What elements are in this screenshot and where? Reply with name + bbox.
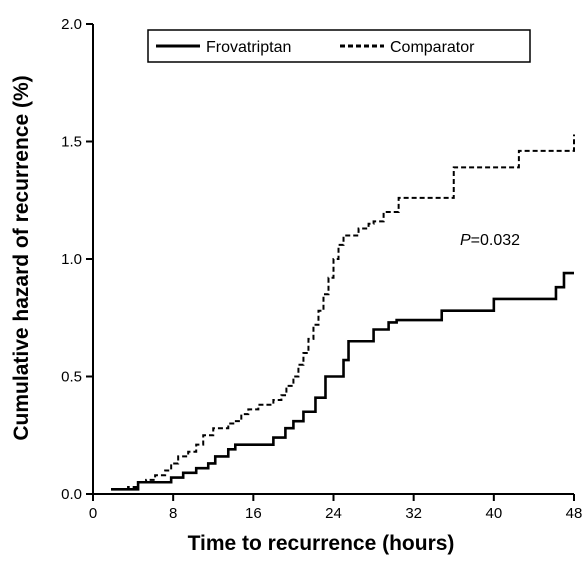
series-line-frovatriptan <box>111 271 574 491</box>
plot-area: 0.0 0.5 1.0 1.5 2.0 0 8 16 24 32 40 48 <box>61 16 582 522</box>
legend-label-frovatriptan: Frovatriptan <box>206 39 291 56</box>
x-tick-label: 32 <box>405 505 422 522</box>
p-value-annotation: P=0.032 <box>460 232 520 249</box>
y-ticks: 0.0 0.5 1.0 1.5 2.0 <box>61 16 93 503</box>
legend-label-comparator: Comparator <box>390 39 475 56</box>
p-value-number: =0.032 <box>471 232 520 249</box>
x-ticks: 0 8 16 24 32 40 48 <box>89 494 583 522</box>
legend-box <box>147 29 531 63</box>
x-tick-label: 0 <box>89 505 97 522</box>
legend: Frovatriptan Comparator <box>147 29 531 63</box>
x-axis-title: Time to recurrence (hours) <box>188 532 455 555</box>
y-tick-label: 0.5 <box>61 369 82 386</box>
y-tick-label: 1.5 <box>61 134 82 151</box>
x-tick-label: 48 <box>566 505 583 522</box>
x-tick-label: 24 <box>325 505 342 522</box>
x-tick-label: 16 <box>245 505 262 522</box>
p-value-symbol: P <box>460 232 471 249</box>
y-tick-label: 2.0 <box>61 16 82 33</box>
y-tick-label: 1.0 <box>61 251 82 268</box>
y-tick-label: 0.0 <box>61 486 82 503</box>
series-group <box>111 134 575 491</box>
x-tick-label: 8 <box>169 505 177 522</box>
x-tick-label: 40 <box>485 505 502 522</box>
y-axis-title: Cumulative hazard of recurrence (%) <box>10 75 33 440</box>
series-line-comparator <box>111 134 575 491</box>
